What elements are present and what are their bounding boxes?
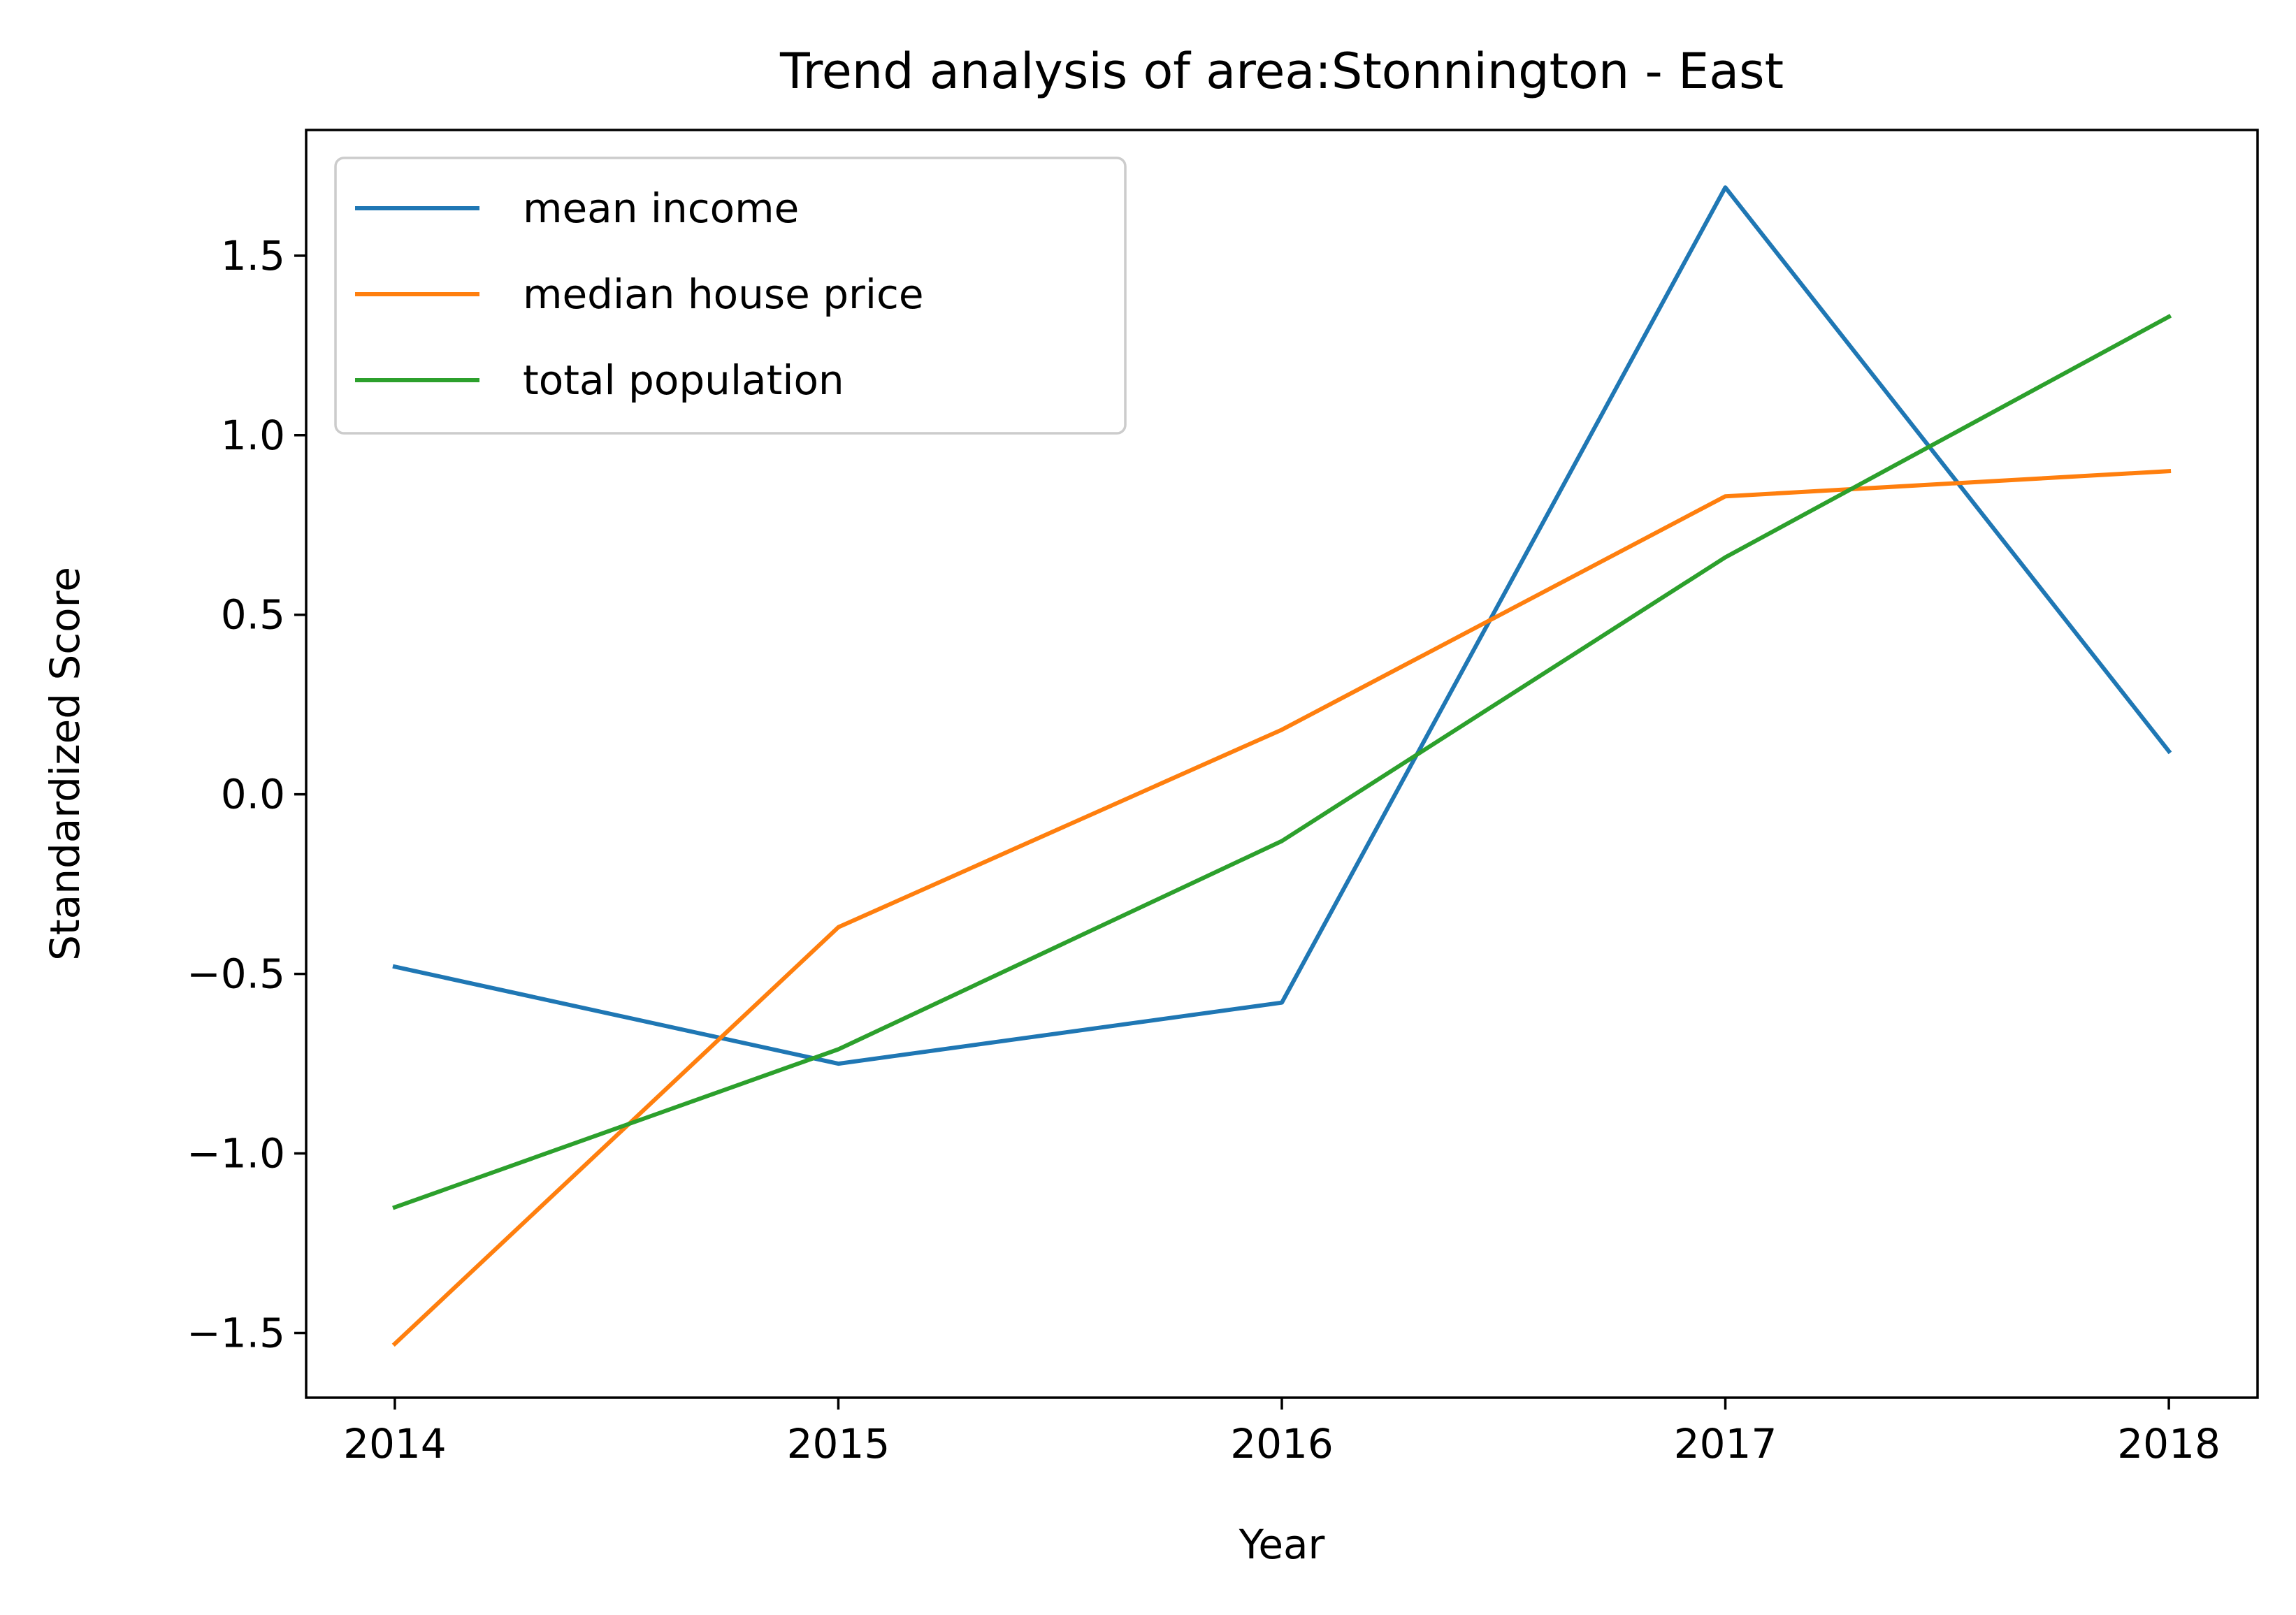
y-tick-label: −1.5 — [187, 1310, 285, 1357]
x-axis: 2014 2015 2016 2017 2018 — [343, 1398, 2221, 1468]
x-tick-label: 2015 — [787, 1420, 890, 1468]
y-tick-label: 0.0 — [221, 771, 285, 818]
legend-label: mean income — [523, 184, 799, 232]
y-tick-label: 1.0 — [221, 412, 285, 459]
legend-box — [334, 157, 1127, 435]
y-tick-label: 1.5 — [221, 232, 285, 280]
y-axis-label: Standardized Score — [41, 567, 89, 961]
y-tick-label: −0.5 — [187, 950, 285, 998]
x-tick-label: 2016 — [1230, 1420, 1334, 1468]
x-axis-label: Year — [1239, 1521, 1325, 1568]
series-line-median-house-price — [391, 469, 2172, 1347]
legend-label: total population — [523, 356, 844, 404]
chart-title: Trend analysis of area:Stonnington - Eas… — [779, 43, 1784, 100]
series-line-mean-income — [392, 185, 2172, 1066]
plot-area — [391, 185, 2172, 1347]
legend-label: median house price — [523, 270, 924, 318]
y-tick-label: −1.0 — [187, 1130, 285, 1178]
x-tick-label: 2018 — [2117, 1420, 2221, 1468]
y-axis: −1.5 −1.0 −0.5 0.0 0.5 1.0 1.5 — [187, 232, 306, 1357]
x-tick-label: 2014 — [343, 1420, 447, 1468]
y-tick-label: 0.5 — [221, 591, 285, 639]
legend: mean income median house price total popul… — [334, 157, 1127, 435]
series-line-total-population — [392, 314, 2172, 1210]
x-tick-label: 2017 — [1674, 1420, 1777, 1468]
